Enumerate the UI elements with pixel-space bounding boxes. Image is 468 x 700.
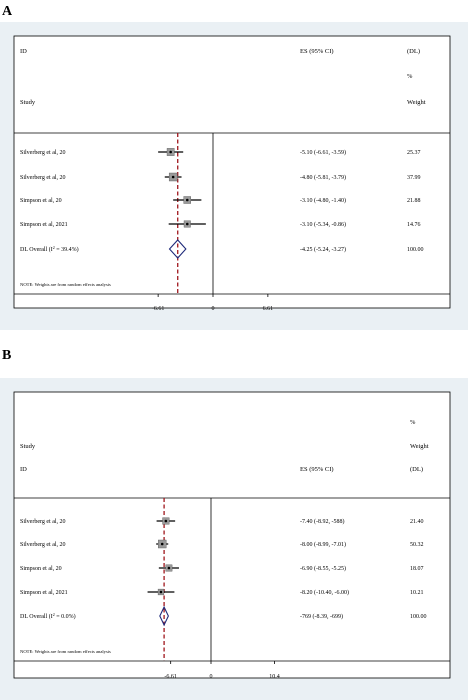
overall-label-superscript: 2 bbox=[53, 612, 55, 617]
panel-b-letter: B bbox=[2, 348, 12, 363]
study-weight-value: 18.07 bbox=[410, 566, 424, 572]
study-point bbox=[185, 222, 189, 226]
plot-frame bbox=[13, 391, 451, 679]
x-tick-label: 0 bbox=[212, 306, 215, 312]
study-es-value: -3.10 (-4.80, -1.40) bbox=[300, 197, 346, 204]
study-point bbox=[160, 542, 164, 546]
study-label: Silverberg et al, 20 bbox=[20, 150, 66, 156]
weight-header-percent: % bbox=[407, 73, 413, 80]
study-label: Simpson et al, 2021 bbox=[20, 222, 68, 228]
study-weight-value: 50.32 bbox=[410, 542, 424, 548]
study-point bbox=[185, 198, 189, 202]
study-point bbox=[171, 175, 175, 179]
study-weight-value: 25.37 bbox=[407, 150, 421, 156]
study-point bbox=[164, 519, 168, 523]
weight-method-header: (DL) bbox=[410, 466, 423, 473]
weights-note: NOTE: Weights are from random effects an… bbox=[20, 649, 111, 654]
es-header: ES (95% CI) bbox=[300, 466, 334, 473]
study-point bbox=[159, 590, 163, 594]
weight-header-percent: % bbox=[410, 419, 416, 426]
study-es-value: -7.40 (-8.92, -588) bbox=[300, 518, 345, 525]
study-header: Study bbox=[20, 99, 36, 106]
study-weight-value: 21.88 bbox=[407, 198, 421, 204]
x-tick-label: -6.61 bbox=[152, 306, 165, 312]
overall-es-value: -769 (-8.39, -699) bbox=[300, 613, 343, 620]
id-header: ID bbox=[20, 48, 27, 55]
panel-a-letter: A bbox=[2, 4, 13, 19]
overall-weight-value: 100.00 bbox=[410, 614, 427, 620]
study-point bbox=[169, 150, 172, 154]
study-label: Silverberg et al, 20 bbox=[20, 519, 66, 525]
study-es-value: -6.90 (-8.55, -5.25) bbox=[300, 565, 346, 572]
study-es-value: -8.00 (-8.99, -7.01) bbox=[300, 541, 346, 548]
study-es-value: -3.10 (-5.34, -0.86) bbox=[300, 221, 346, 228]
es-header: ES (95% CI) bbox=[300, 48, 334, 55]
study-es-value: -8.20 (-10.40, -6.00) bbox=[300, 589, 349, 596]
weight-header: Weight bbox=[407, 99, 426, 106]
study-weight-value: 37.99 bbox=[407, 175, 421, 181]
weights-note: NOTE: Weights are from random effects an… bbox=[20, 282, 111, 287]
overall-label: DL Overall (I2 = 0.0%) bbox=[20, 612, 76, 621]
study-weight-value: 14.76 bbox=[407, 222, 421, 228]
overall-es-value: -4.25 (-5.24, -3.27) bbox=[300, 246, 346, 253]
overall-diamond bbox=[159, 605, 169, 627]
study-weight-value: 21.40 bbox=[410, 519, 424, 525]
weight-method-header: (DL) bbox=[407, 48, 420, 55]
plot-frame bbox=[13, 35, 451, 309]
study-label: Simpson et al, 20 bbox=[20, 198, 62, 204]
study-label: Silverberg et al, 20 bbox=[20, 175, 66, 181]
study-label: Silverberg et al, 20 bbox=[20, 542, 66, 548]
overall-label-end: = 0.0%) bbox=[55, 613, 76, 620]
overall-label-end: = 39.4%) bbox=[55, 246, 79, 253]
study-header: Study bbox=[20, 443, 36, 450]
weight-header: Weight bbox=[410, 443, 429, 450]
overall-label: DL Overall (I2 = 39.4%) bbox=[20, 245, 79, 254]
study-point bbox=[167, 566, 171, 570]
overall-weight-value: 100.00 bbox=[407, 247, 424, 253]
overall-diamond bbox=[168, 239, 187, 259]
study-weight-value: 10.21 bbox=[410, 590, 424, 596]
study-label: Simpson et al, 20 bbox=[20, 566, 62, 572]
overall-label-superscript: 2 bbox=[53, 245, 55, 250]
forest-plot-b: % Study Weight ID ES (95% CI) (DL) Silverberg … bbox=[13, 391, 451, 680]
x-tick-label: -6.61 bbox=[164, 674, 177, 680]
study-es-value: -5.10 (-6.61, -3.59) bbox=[300, 149, 346, 156]
x-tick-label: 0 bbox=[210, 674, 213, 680]
study-es-value: -4.80 (-5.81, -3.79) bbox=[300, 174, 346, 181]
x-tick-label: 6.61 bbox=[263, 306, 274, 312]
study-label: Simpson et al, 2021 bbox=[20, 590, 68, 596]
x-tick-label: 10.4 bbox=[269, 674, 280, 680]
forest-plot-a: % Study Weight ID ES (95% CI) (DL) Silverberg … bbox=[13, 35, 451, 312]
id-header: ID bbox=[20, 466, 27, 473]
